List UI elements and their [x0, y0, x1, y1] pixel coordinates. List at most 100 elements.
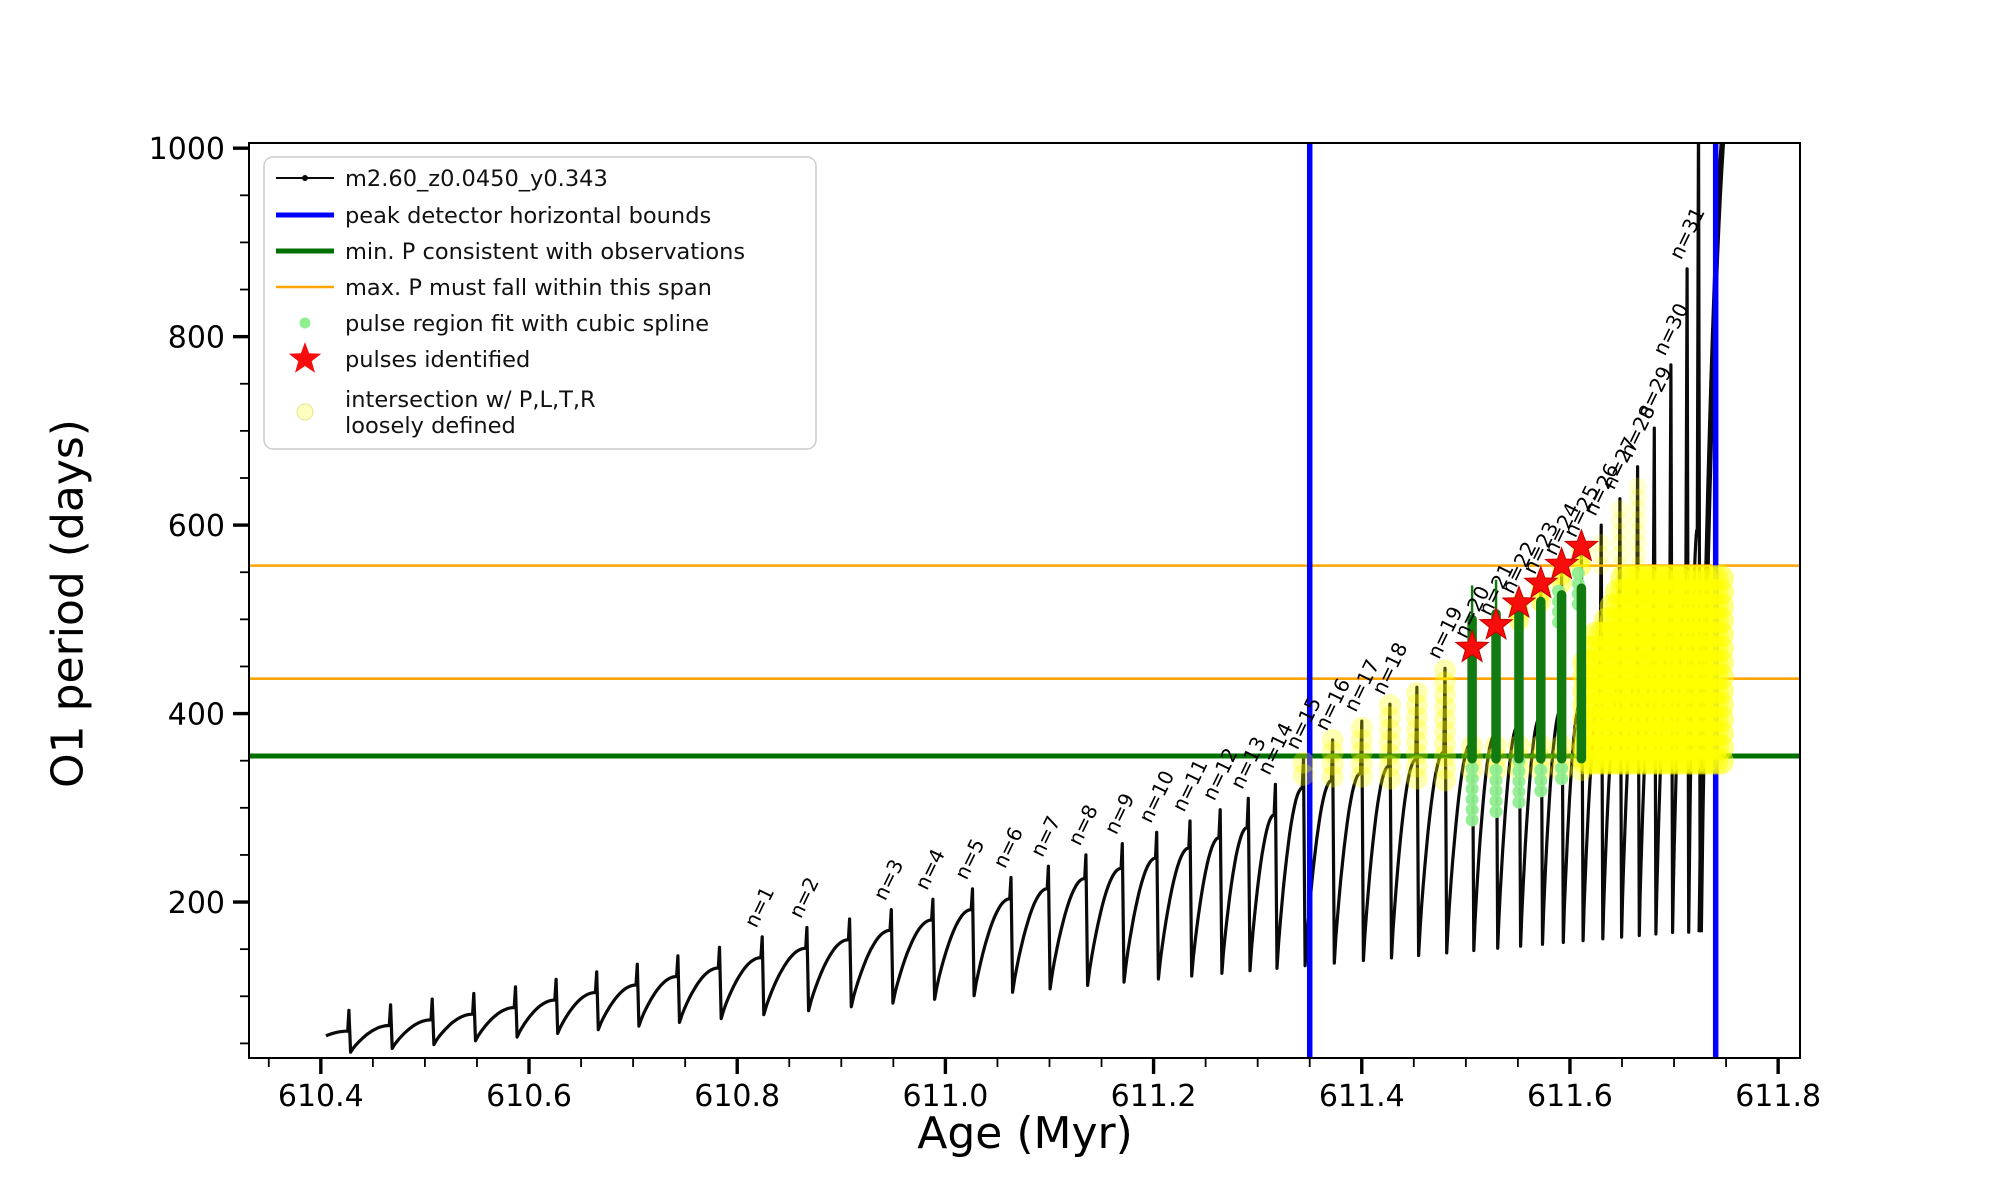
legend-entry-label: loosely defined [345, 413, 516, 439]
pulse-number-label: n=2 [784, 873, 824, 921]
y-tick-label: 200 [168, 886, 225, 921]
spline-marker [1465, 761, 1479, 775]
intersection-marker [1434, 720, 1457, 743]
pulse-number-label: n=31 [1664, 203, 1710, 263]
spline-region-markers [1465, 566, 1585, 827]
spline-marker [1489, 763, 1503, 777]
spline-marker [1489, 805, 1503, 819]
x-tick-label: 611.6 [1527, 1079, 1613, 1114]
intersection-marker [1292, 751, 1315, 774]
pulse-number-label: n=3 [868, 855, 908, 903]
spline-marker [1465, 792, 1479, 806]
intersection-marker [1610, 522, 1629, 541]
intersection-marker [1610, 511, 1629, 530]
intersection-marker [1292, 763, 1315, 786]
intersection-marker [1350, 753, 1373, 776]
pulse-number-label: n=7 [1025, 812, 1065, 860]
x-tick-label: 611.4 [1319, 1079, 1405, 1114]
spline-marker [1465, 803, 1479, 817]
intersection-marker [1321, 741, 1344, 764]
legend-entry-label: peak detector horizontal bounds [345, 203, 711, 229]
x-tick-label: 610.6 [486, 1079, 572, 1114]
intersection-markers [1292, 477, 1734, 792]
intersection-marker [1405, 694, 1428, 717]
spline-marker [1489, 794, 1503, 808]
intersection-mass-marker [1707, 564, 1734, 591]
intersection-marker [1434, 659, 1457, 682]
intersection-marker [1592, 534, 1611, 553]
intersection-marker [1434, 732, 1457, 755]
spline-marker [1465, 813, 1479, 827]
legend-star-handle [288, 342, 322, 373]
intersection-marker [1321, 728, 1344, 751]
intersection-marker [1628, 500, 1647, 519]
spline-marker [1465, 782, 1479, 796]
y-tick-label: 800 [168, 321, 225, 356]
intersection-marker [1378, 718, 1401, 741]
pulse-number-label: n=9 [1099, 789, 1139, 837]
pulse-number-label: n=1 [739, 883, 779, 931]
intersection-marker [1321, 765, 1344, 788]
spline-marker [1571, 566, 1585, 580]
pulse-star [1523, 565, 1559, 599]
spline-marker [1512, 785, 1526, 799]
y-axis-label: O1 period (days) [42, 419, 94, 788]
legend-entry-label: m2.60_z0.0450_y0.343 [345, 166, 608, 192]
pulse-number-label: n=4 [910, 845, 950, 893]
spline-marker [1512, 795, 1526, 809]
spline-marker [1555, 761, 1569, 775]
x-tick-label: 611.8 [1735, 1079, 1821, 1114]
intersection-marker [1592, 556, 1611, 575]
intersection-marker [1378, 743, 1401, 766]
spline-marker [1489, 784, 1503, 798]
intersection-marker [1628, 488, 1647, 507]
spline-marker [1534, 763, 1548, 777]
intersection-marker [1405, 767, 1428, 790]
legend-box [263, 156, 817, 450]
intersection-marker [1434, 769, 1457, 792]
x-tick-label: 611.2 [1111, 1079, 1197, 1114]
pulse-star [1454, 629, 1490, 663]
intersection-marker [1628, 556, 1647, 575]
spline-marker [1512, 774, 1526, 788]
y-tick-label: 400 [168, 698, 225, 733]
intersection-marker [1434, 683, 1457, 706]
pulse-star [1501, 584, 1537, 619]
intersection-marker [1405, 755, 1428, 778]
axis-ticks: 610.4 610.6 610.8 611.0 611.2 611.4 611.6 611.8… [149, 132, 1821, 1114]
intersection-marker [1405, 743, 1428, 766]
intersection-marker [1321, 753, 1344, 776]
intersection-marker [1434, 757, 1457, 780]
intersection-marker [1378, 706, 1401, 729]
intersection-marker [1350, 716, 1373, 739]
intersection-marker [1628, 511, 1647, 530]
intersection-marker [1610, 500, 1629, 519]
intersection-marker [1628, 534, 1647, 553]
spline-marker [1534, 784, 1548, 798]
intersection-marker [1405, 718, 1428, 741]
intersection-marker [1350, 765, 1373, 788]
intersection-marker [1378, 767, 1401, 790]
legend-entry-label: pulse region fit with cubic spline [345, 311, 709, 337]
intersection-marker [1434, 671, 1457, 694]
legend-entry-label: intersection w/ P,L,T,R [345, 387, 596, 413]
intersection-marker [1434, 695, 1457, 718]
intersection-marker [1592, 545, 1611, 564]
intersection-marker [1628, 477, 1647, 496]
intersection-marker [1628, 522, 1647, 541]
intersection-marker [1350, 728, 1373, 751]
spline-marker [1555, 772, 1569, 786]
intersection-marker [1378, 694, 1401, 717]
intersection-marker [1405, 706, 1428, 729]
spline-marker [1534, 773, 1548, 787]
spline-marker [1512, 764, 1526, 778]
legend-entry-label: pulses identified [345, 347, 530, 373]
intersection-marker [1350, 741, 1373, 764]
x-tick-label: 611.0 [902, 1079, 988, 1114]
intersection-marker [1405, 730, 1428, 753]
intersection-marker [1434, 744, 1457, 767]
intersection-marker [1610, 545, 1629, 564]
